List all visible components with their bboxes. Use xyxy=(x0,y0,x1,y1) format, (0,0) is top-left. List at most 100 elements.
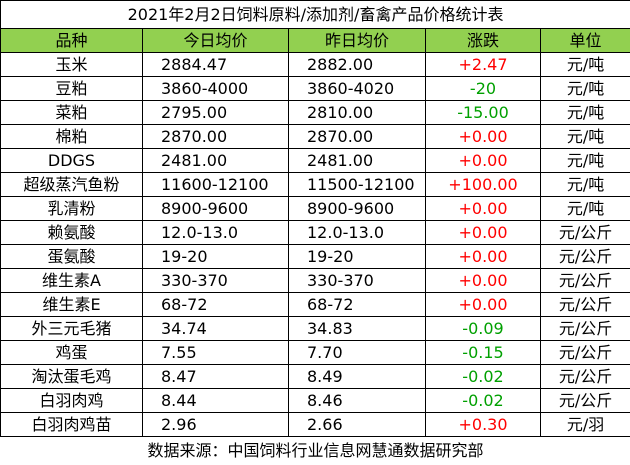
header-cell: 单位 xyxy=(539,28,630,53)
cell: 2882.00 xyxy=(288,52,426,77)
cell: -20 xyxy=(425,76,541,101)
cell: 11600-12100 xyxy=(142,172,289,197)
cell: 330-370 xyxy=(142,268,289,293)
cell: 维生素A xyxy=(0,268,143,293)
cell: +0.00 xyxy=(425,196,541,221)
header-cell: 昨日均价 xyxy=(288,28,426,53)
cell: 2870.00 xyxy=(142,124,289,149)
cell: 元/吨 xyxy=(539,52,630,77)
data-row: 乳清粉 8900-9600 8900-9600 +0.00 元/吨 xyxy=(0,196,630,221)
data-row: 淘汰蛋毛鸡 8.47 8.49 -0.02 元/公斤 xyxy=(0,364,630,389)
cell: 2.96 xyxy=(142,412,289,437)
cell: -15.00 xyxy=(425,100,541,125)
cell: 2810.00 xyxy=(288,100,426,125)
cell: -0.09 xyxy=(425,316,541,341)
cell: 8.47 xyxy=(142,364,289,389)
data-row: DDGS 2481.00 2481.00 +0.00 元/吨 xyxy=(0,148,630,173)
table-title: 2021年2月2日饲料原料/添加剂/畜禽产品价格统计表 xyxy=(0,0,630,29)
header-cell: 品种 xyxy=(0,28,143,53)
cell: 3860-4020 xyxy=(288,76,426,101)
cell: -0.15 xyxy=(425,340,541,365)
cell: 68-72 xyxy=(288,292,426,317)
cell: 2481.00 xyxy=(288,148,426,173)
footer-row: 数据来源：中国饲料行业信息网慧通数据研究部 xyxy=(1,437,630,465)
header-cell: 今日均价 xyxy=(142,28,289,53)
data-row: 蛋氨酸 19-20 19-20 +0.00 元/公斤 xyxy=(0,244,630,269)
cell: 菜粕 xyxy=(0,100,143,125)
data-row: 豆粕 3860-4000 3860-4020 -20 元/吨 xyxy=(0,76,630,101)
data-row: 超级蒸汽鱼粉 11600-12100 11500-12100 +100.00 元/吨 xyxy=(0,172,630,197)
cell: 淘汰蛋毛鸡 xyxy=(0,364,143,389)
cell: 元/吨 xyxy=(539,172,630,197)
cell: +0.00 xyxy=(425,292,541,317)
cell: 330-370 xyxy=(288,268,426,293)
cell: 12.0-13.0 xyxy=(142,220,289,245)
cell: 2795.00 xyxy=(142,100,289,125)
data-row: 白羽肉鸡 8.44 8.46 -0.02 元/公斤 xyxy=(0,388,630,413)
cell: 超级蒸汽鱼粉 xyxy=(0,172,143,197)
source-note: 数据来源：中国饲料行业信息网慧通数据研究部 xyxy=(147,441,484,460)
cell: 元/公斤 xyxy=(539,244,630,269)
cell: -0.02 xyxy=(425,364,541,389)
cell: 2481.00 xyxy=(142,148,289,173)
cell: 外三元毛猪 xyxy=(0,316,143,341)
cell: 元/吨 xyxy=(539,76,630,101)
data-row: 赖氨酸 12.0-13.0 12.0-13.0 +0.00 元/公斤 xyxy=(0,220,630,245)
data-row: 玉米 2884.47 2882.00 +2.47 元/吨 xyxy=(0,52,630,77)
cell: 19-20 xyxy=(142,244,289,269)
cell: +0.00 xyxy=(425,268,541,293)
cell: 豆粕 xyxy=(0,76,143,101)
cell: 元/公斤 xyxy=(539,340,630,365)
cell: 鸡蛋 xyxy=(0,340,143,365)
cell: 7.55 xyxy=(142,340,289,365)
cell: 元/羽 xyxy=(539,412,630,437)
cell: 赖氨酸 xyxy=(0,220,143,245)
cell: 2870.00 xyxy=(288,124,426,149)
data-row: 棉粕 2870.00 2870.00 +0.00 元/吨 xyxy=(0,124,630,149)
data-row: 维生素E 68-72 68-72 +0.00 元/公斤 xyxy=(0,292,630,317)
cell: 元/吨 xyxy=(539,148,630,173)
cell: 蛋氨酸 xyxy=(0,244,143,269)
cell: 7.70 xyxy=(288,340,426,365)
cell: 白羽肉鸡苗 xyxy=(0,412,143,437)
cell: +0.00 xyxy=(425,148,541,173)
cell: 8900-9600 xyxy=(142,196,289,221)
cell: 元/公斤 xyxy=(539,364,630,389)
cell: 8.44 xyxy=(142,388,289,413)
cell: 8.46 xyxy=(288,388,426,413)
cell: 元/公斤 xyxy=(539,316,630,341)
cell: 2884.47 xyxy=(142,52,289,77)
cell: +2.47 xyxy=(425,52,541,77)
cell: 元/公斤 xyxy=(539,220,630,245)
cell: 3860-4000 xyxy=(142,76,289,101)
cell: +0.00 xyxy=(425,244,541,269)
cell: +100.00 xyxy=(425,172,541,197)
cell: 维生素E xyxy=(0,292,143,317)
cell: 19-20 xyxy=(288,244,426,269)
cell: 68-72 xyxy=(142,292,289,317)
cell: 元/公斤 xyxy=(539,292,630,317)
data-row: 菜粕 2795.00 2810.00 -15.00 元/吨 xyxy=(0,100,630,125)
data-row: 白羽肉鸡苗 2.96 2.66 +0.30 元/羽 xyxy=(0,412,630,437)
header-row: 品种 今日均价 昨日均价 涨跌 单位 xyxy=(0,28,630,53)
cell: 8.49 xyxy=(288,364,426,389)
header-cell: 涨跌 xyxy=(425,28,541,53)
cell: 乳清粉 xyxy=(0,196,143,221)
cell: 34.74 xyxy=(142,316,289,341)
cell: DDGS xyxy=(0,148,143,173)
cell: +0.00 xyxy=(425,220,541,245)
title-row: 2021年2月2日饲料原料/添加剂/畜禽产品价格统计表 xyxy=(0,0,630,29)
cell: 元/吨 xyxy=(539,124,630,149)
cell: 元/吨 xyxy=(539,100,630,125)
cell: 11500-12100 xyxy=(288,172,426,197)
cell: 2.66 xyxy=(288,412,426,437)
cell: 元/公斤 xyxy=(539,268,630,293)
cell: 元/吨 xyxy=(539,196,630,221)
cell: +0.30 xyxy=(425,412,541,437)
cell: 白羽肉鸡 xyxy=(0,388,143,413)
data-row: 外三元毛猪 34.74 34.83 -0.09 元/公斤 xyxy=(0,316,630,341)
cell: -0.02 xyxy=(425,388,541,413)
cell: 8900-9600 xyxy=(288,196,426,221)
